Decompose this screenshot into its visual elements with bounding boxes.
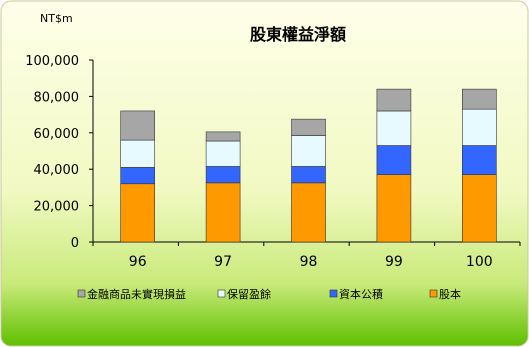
y-tick-label: 40,000 xyxy=(34,163,80,178)
bar-segment xyxy=(376,145,412,175)
x-tick-label: 96 xyxy=(129,254,147,270)
bar-segment xyxy=(461,108,497,146)
legend-swatch xyxy=(329,289,338,298)
bar-segment xyxy=(205,166,241,184)
legend-swatch xyxy=(429,289,438,298)
bar-segment xyxy=(120,110,155,141)
x-tick-label: 97 xyxy=(214,254,232,270)
legend-label: 股本 xyxy=(439,287,461,301)
bar-segment xyxy=(376,110,412,146)
bars xyxy=(120,88,497,243)
legend-label: 保留盈餘 xyxy=(227,287,271,301)
bar-segment xyxy=(461,145,497,175)
bar-segment xyxy=(205,182,241,243)
y-tick-label: 60,000 xyxy=(34,127,80,142)
bar-segment xyxy=(120,183,155,243)
bar-segment xyxy=(291,118,326,136)
y-tick-label: 0 xyxy=(71,236,79,251)
chart-title: 股東權益淨額 xyxy=(250,25,346,44)
bar-segment xyxy=(461,174,497,243)
unit-label: NT$m xyxy=(40,12,73,25)
bar-segment xyxy=(291,166,326,184)
x-tick-label: 98 xyxy=(300,254,318,270)
x-tick-label: 100 xyxy=(466,254,493,270)
bar-segment xyxy=(376,88,412,112)
legend: 金融商品未實現損益 保留盈餘 資本公積 股本 xyxy=(77,287,461,301)
y-tick-label: 20,000 xyxy=(34,200,80,215)
y-tick-label: 100,000 xyxy=(25,54,79,69)
legend-label: 資本公積 xyxy=(339,287,383,301)
x-tick-label: 99 xyxy=(385,254,403,270)
bar-segment xyxy=(120,167,155,185)
x-axis: 96 97 98 99 100 xyxy=(92,241,521,270)
y-axis: 0 20,000 40,000 60,000 80,000 100,000 xyxy=(25,54,94,251)
legend-swatch xyxy=(217,289,226,298)
bar-segment xyxy=(205,131,241,142)
legend-label: 金融商品未實現損益 xyxy=(87,287,186,301)
bar-segment xyxy=(205,140,241,167)
legend-swatch xyxy=(77,289,86,298)
bar-segment xyxy=(291,135,326,167)
bar-segment xyxy=(461,88,497,110)
bar-segment xyxy=(291,182,326,243)
bar-segment xyxy=(120,139,155,168)
bar-segment xyxy=(376,174,412,243)
y-tick-label: 80,000 xyxy=(34,90,80,105)
